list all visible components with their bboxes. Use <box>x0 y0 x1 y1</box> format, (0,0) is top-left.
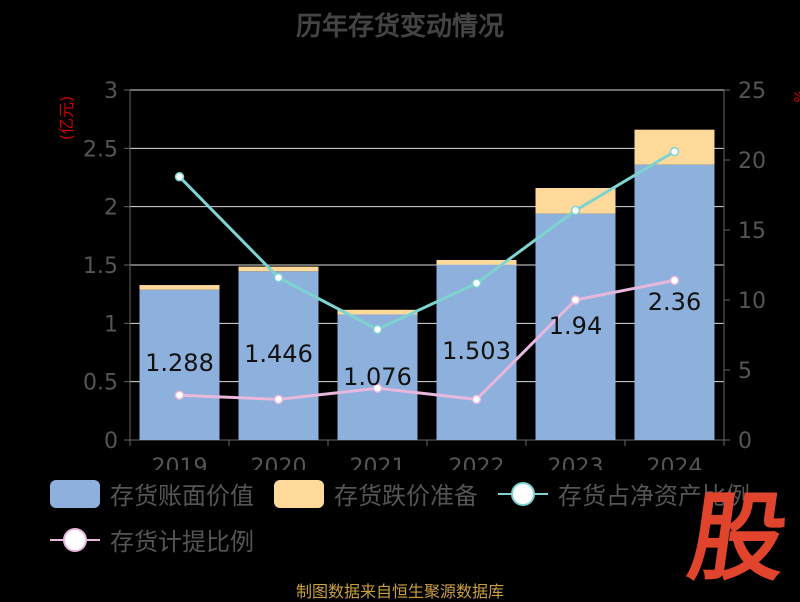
x-axis-tick-label: 2020 <box>251 455 307 470</box>
legend-label-provision-ratio: 存货计提比例 <box>110 528 254 556</box>
right-axis-tick-label: 20 <box>738 149 766 174</box>
left-axis-tick-label: 2.5 <box>83 137 118 162</box>
bar-provision <box>436 259 517 265</box>
x-axis-tick-label: 2021 <box>350 455 406 470</box>
bar-data-label: 1.503 <box>442 337 511 365</box>
bar-book-value <box>634 164 715 440</box>
provision-ratio-point <box>372 383 383 393</box>
bar-data-label: 2.36 <box>648 288 701 316</box>
right-axis-tick-label: 15 <box>738 219 766 244</box>
right-axis-unit-label: % <box>790 89 800 102</box>
ratio-net-assets-line <box>178 150 676 332</box>
provision-ratio-point <box>273 394 284 405</box>
x-axis-tick-label: 2019 <box>152 455 208 470</box>
provision-ratio-line <box>179 278 675 401</box>
legend-swatch-ratio-net-assets <box>498 480 548 508</box>
left-axis-tick-label: 3 <box>104 79 118 104</box>
left-axis-tick-label: 0.5 <box>83 371 118 396</box>
legend-swatch-book-value <box>50 479 100 508</box>
bar-provision <box>238 266 319 272</box>
left-axis-tick-label: 1 <box>104 312 118 337</box>
legend-item-book-value[interactable]: 存货账面价值 <box>50 476 254 511</box>
provision-ratio-point <box>570 295 581 305</box>
x-axis-tick-label: 2023 <box>548 455 604 470</box>
bar-book-value <box>436 264 517 440</box>
right-axis-tick-label: 0 <box>738 429 752 454</box>
chart-area: 0 0.5 1 1.5 2 2.5 3 0 5 10 15 20 25 (亿元)% 2019 2020 2021… <box>57 79 800 470</box>
bar-book-value <box>139 289 220 440</box>
legend-item-provision[interactable]: 存货跌价准备 <box>274 476 478 511</box>
brand-logo: 股 <box>682 482 794 594</box>
legend-label-book-value: 存货账面价值 <box>110 482 254 510</box>
x-axis-tick-label: 2024 <box>647 455 703 470</box>
bar-book-value <box>337 314 418 440</box>
bar-book-value <box>238 271 319 440</box>
right-axis-tick-label: 10 <box>738 289 766 314</box>
ratio-net-assets-point <box>174 172 185 182</box>
legend-label-ratio-net-assets: 存货占净资产比例 <box>558 482 750 510</box>
chart-title: 历年存货变动情况 <box>295 12 504 42</box>
bar-data-label: 1.076 <box>343 363 412 391</box>
legend-item-provision-ratio[interactable]: 存货计提比例 <box>50 522 254 557</box>
left-axis-tick-label: 2 <box>104 196 118 221</box>
left-axis-tick-label: 0 <box>104 429 118 454</box>
data-source-note: 制图数据来自恒生聚源数据库 <box>295 582 504 601</box>
bar-provision <box>139 285 220 290</box>
bar-data-label: 1.94 <box>549 312 602 340</box>
provision-ratio-point <box>471 394 482 405</box>
right-axis-tick-label: 25 <box>738 79 766 104</box>
left-axis-tick-label: 1.5 <box>83 254 118 279</box>
left-axis-unit-label: (亿元) <box>57 96 76 141</box>
bar-data-label: 1.446 <box>244 340 313 368</box>
ratio-net-assets-point <box>273 272 284 283</box>
ratio-net-assets-point <box>471 278 482 288</box>
bar-provision <box>337 309 418 315</box>
x-axis-tick-label: 2022 <box>449 455 505 470</box>
provision-ratio-point <box>669 275 680 286</box>
legend-label-provision: 存货跌价准备 <box>334 482 478 510</box>
ratio-net-assets-point <box>570 205 581 216</box>
bar-data-label: 1.288 <box>145 349 214 377</box>
right-axis-tick-label: 5 <box>738 359 752 384</box>
ratio-net-assets-point <box>669 146 680 157</box>
legend-swatch-provision <box>274 479 324 508</box>
legend-swatch-provision-ratio <box>50 526 100 554</box>
legend-item-ratio-net-assets[interactable]: 存货占净资产比例 <box>498 476 750 511</box>
ratio-net-assets-point <box>372 324 383 335</box>
provision-ratio-point <box>174 390 185 400</box>
